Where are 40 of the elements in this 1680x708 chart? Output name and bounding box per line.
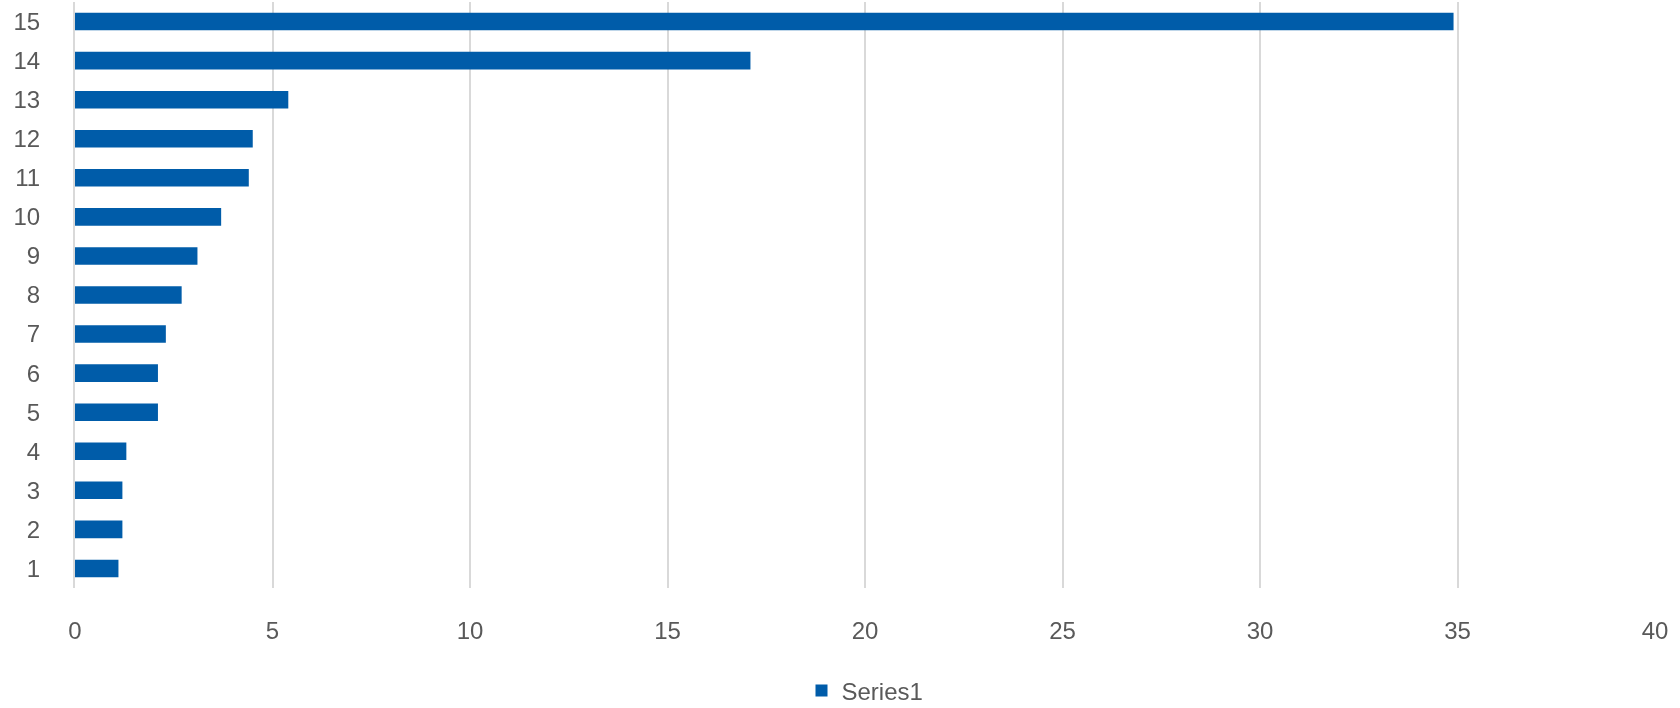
bar bbox=[75, 364, 158, 382]
bar bbox=[75, 247, 198, 265]
bar bbox=[75, 325, 166, 343]
bar bbox=[75, 169, 249, 187]
y-tick-label: 9 bbox=[26, 242, 41, 270]
bar bbox=[75, 12, 1454, 31]
bar bbox=[75, 559, 119, 578]
bar bbox=[75, 286, 182, 304]
bar bbox=[75, 51, 751, 70]
x-tick-label: 15 bbox=[654, 617, 681, 644]
y-tick-label: 11 bbox=[15, 164, 41, 192]
y-tick-label: 6 bbox=[26, 359, 41, 387]
x-tick-label: 25 bbox=[1049, 617, 1076, 644]
x-tick-label: 20 bbox=[851, 617, 879, 644]
x-tick-label: 30 bbox=[1246, 617, 1274, 644]
bar bbox=[75, 481, 123, 500]
x-tick-label: 0 bbox=[68, 617, 82, 644]
x-tick-label: 10 bbox=[456, 617, 484, 644]
x-tick-label: 35 bbox=[1444, 617, 1471, 644]
bar bbox=[75, 208, 222, 226]
y-tick-label: 7 bbox=[26, 320, 41, 348]
y-tick-label: 12 bbox=[13, 125, 41, 153]
y-tick-label: 4 bbox=[26, 437, 41, 465]
x-tick-label: 5 bbox=[265, 617, 280, 644]
bar bbox=[75, 90, 289, 109]
y-tick-label: 2 bbox=[26, 515, 41, 543]
y-tick-label: 13 bbox=[13, 86, 41, 114]
legend-label: Series1 bbox=[841, 677, 923, 705]
y-tick-label: 3 bbox=[26, 476, 41, 504]
y-tick-label: 1 bbox=[26, 554, 41, 582]
bar bbox=[75, 520, 123, 539]
y-tick-label: 10 bbox=[13, 203, 41, 231]
y-tick-label: 15 bbox=[13, 7, 41, 35]
bar bbox=[75, 129, 253, 148]
y-tick-label: 5 bbox=[26, 398, 41, 426]
y-tick-label: 14 bbox=[13, 47, 41, 74]
x-tick-label: 40 bbox=[1641, 617, 1669, 644]
bar bbox=[75, 403, 158, 421]
y-tick-label: 8 bbox=[26, 281, 41, 309]
bar bbox=[75, 442, 127, 461]
